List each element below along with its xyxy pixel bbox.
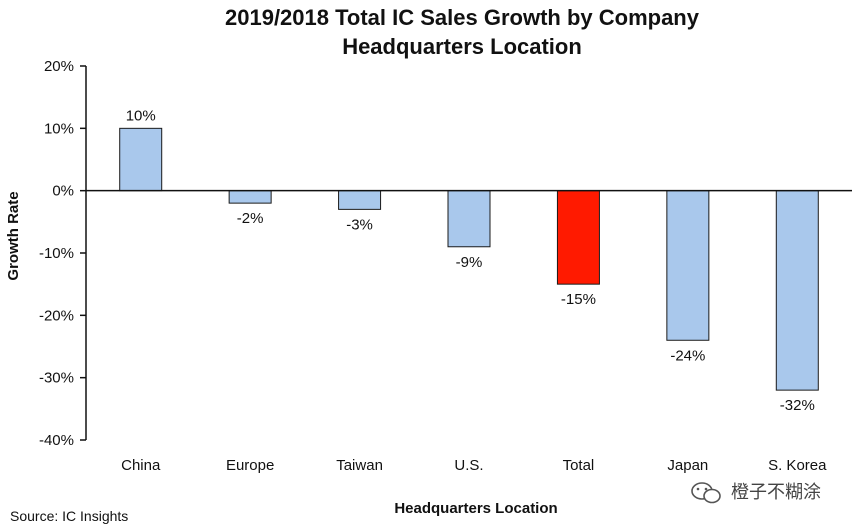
source-note: Source: IC Insights bbox=[10, 508, 128, 524]
data-label: -32% bbox=[780, 397, 815, 414]
x-tick-label: Europe bbox=[226, 457, 274, 474]
bar bbox=[228, 190, 272, 204]
x-tick-label: S. Korea bbox=[768, 457, 827, 474]
wechat-icon bbox=[691, 482, 721, 504]
y-tick-label: 0% bbox=[52, 183, 74, 200]
y-axis-title: Growth Rate bbox=[5, 191, 22, 280]
y-tick-label: -10% bbox=[39, 245, 74, 262]
data-label: -2% bbox=[237, 210, 264, 227]
y-tick-label: 10% bbox=[44, 120, 74, 137]
chart-title-line-2: Headquarters Location bbox=[342, 34, 582, 59]
bar bbox=[775, 190, 819, 391]
watermark-text: 橙子不糊涂 bbox=[731, 482, 821, 502]
x-tick-label: Japan bbox=[667, 457, 708, 474]
data-label: -3% bbox=[346, 216, 373, 233]
y-axis-ticks: 20% 10% 0% -10% -20% -30% -40% bbox=[39, 58, 86, 449]
watermark: 橙子不糊涂 bbox=[691, 482, 821, 504]
data-label: 10% bbox=[126, 107, 156, 124]
x-tick-label: Total bbox=[563, 457, 595, 474]
x-tick-label: Taiwan bbox=[336, 457, 383, 474]
y-tick-label: -40% bbox=[39, 432, 74, 449]
x-axis-title: Headquarters Location bbox=[394, 500, 557, 517]
data-label: -15% bbox=[561, 291, 596, 308]
bars bbox=[119, 127, 819, 391]
x-tick-label: China bbox=[121, 457, 161, 474]
y-tick-label: 20% bbox=[44, 58, 74, 75]
bar bbox=[556, 190, 600, 285]
x-tick-label: U.S. bbox=[454, 457, 483, 474]
y-tick-label: -20% bbox=[39, 307, 74, 324]
y-tick-label: -30% bbox=[39, 370, 74, 387]
chart-title-line-1: 2019/2018 Total IC Sales Growth by Compa… bbox=[225, 5, 700, 30]
bar bbox=[338, 190, 382, 210]
data-label: -9% bbox=[456, 254, 483, 271]
x-axis-categories: China Europe Taiwan U.S. Total Japan S. Korea bbox=[121, 457, 827, 474]
bar bbox=[119, 127, 163, 192]
bar bbox=[447, 190, 491, 248]
data-labels: 10% -2% -3% -9% -15% -24% -32% bbox=[126, 107, 815, 414]
bar bbox=[666, 190, 710, 341]
data-label: -24% bbox=[670, 347, 705, 364]
